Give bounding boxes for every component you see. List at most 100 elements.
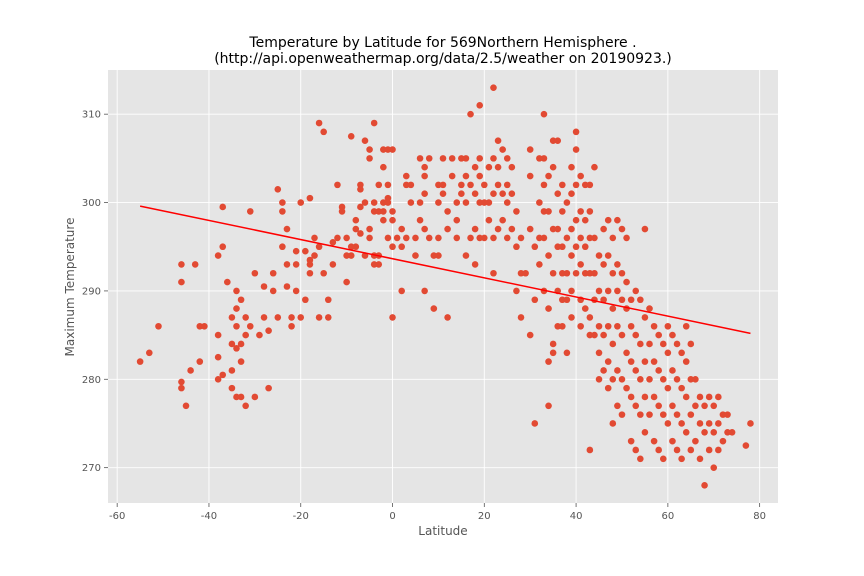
data-point <box>687 375 695 383</box>
data-point <box>692 375 699 383</box>
data-point <box>347 252 355 259</box>
data-point <box>136 358 144 365</box>
data-point <box>393 234 401 242</box>
data-point <box>742 442 750 449</box>
data-point <box>715 420 722 427</box>
data-point <box>600 331 607 339</box>
data-point <box>366 225 373 233</box>
data-point <box>343 234 350 242</box>
data-point <box>279 243 286 251</box>
data-point <box>279 199 286 206</box>
data-point <box>302 296 309 304</box>
data-point <box>568 190 575 198</box>
data-point <box>430 252 438 259</box>
data-point <box>260 283 268 290</box>
data-point <box>664 384 672 392</box>
data-point <box>297 314 305 321</box>
data-point <box>178 278 185 286</box>
data-point <box>444 225 451 233</box>
data-point <box>692 437 699 445</box>
data-point <box>237 393 245 401</box>
data-point <box>577 208 584 215</box>
data-point <box>306 194 314 202</box>
data-point <box>256 331 263 339</box>
data-point <box>196 358 204 365</box>
data-point <box>462 252 470 259</box>
data-point <box>522 269 529 277</box>
data-point <box>370 119 378 127</box>
data-point <box>627 437 635 445</box>
data-point <box>421 190 428 198</box>
data-point <box>710 402 718 410</box>
data-point <box>526 225 534 233</box>
data-point <box>572 128 580 136</box>
data-point <box>627 393 635 401</box>
data-point <box>614 367 621 374</box>
data-point <box>430 305 438 312</box>
data-point <box>320 269 327 277</box>
x-axis-label: Latitude <box>418 524 467 538</box>
data-point <box>292 287 300 295</box>
data-point <box>664 420 672 427</box>
data-point <box>650 437 658 445</box>
data-point <box>531 420 539 427</box>
data-point <box>219 371 227 379</box>
data-point <box>581 216 589 224</box>
data-point <box>609 375 617 383</box>
data-point <box>416 216 424 224</box>
data-point <box>421 172 428 180</box>
data-point <box>559 243 566 251</box>
data-point <box>315 119 323 127</box>
data-point <box>554 322 562 330</box>
data-point <box>499 146 506 153</box>
data-point <box>687 446 695 454</box>
data-point <box>545 252 552 259</box>
data-point <box>568 225 575 233</box>
data-point <box>476 172 484 180</box>
data-point <box>696 455 704 463</box>
data-point <box>453 234 461 242</box>
data-point <box>719 411 727 418</box>
data-point <box>347 132 355 140</box>
data-point <box>448 172 456 180</box>
data-point <box>347 243 355 251</box>
data-point <box>384 146 392 153</box>
data-point <box>444 314 451 321</box>
data-point <box>421 287 428 295</box>
data-point <box>517 314 525 321</box>
data-point <box>614 261 621 268</box>
data-point <box>490 190 497 198</box>
data-point <box>559 296 566 304</box>
data-point <box>471 261 479 268</box>
data-point <box>724 411 731 418</box>
data-point <box>646 305 653 312</box>
data-point <box>439 155 447 162</box>
data-point <box>637 411 644 418</box>
data-point <box>659 340 667 348</box>
data-point <box>490 84 497 91</box>
data-point <box>545 358 552 365</box>
data-point <box>375 208 383 215</box>
x-tick-label: 80 <box>753 511 766 522</box>
data-point <box>462 172 470 180</box>
data-point <box>503 155 511 162</box>
data-point <box>623 384 630 392</box>
data-point <box>618 225 626 233</box>
data-point <box>439 190 447 198</box>
data-point <box>637 375 644 383</box>
y-tick-label: 280 <box>82 375 101 386</box>
data-point <box>705 446 713 454</box>
data-point <box>609 340 617 348</box>
data-point <box>591 163 598 171</box>
data-point <box>641 358 649 365</box>
data-point <box>627 296 635 304</box>
data-point <box>242 314 249 321</box>
data-point <box>146 349 153 357</box>
data-point <box>490 269 497 277</box>
data-point <box>673 411 681 418</box>
data-point <box>201 322 208 330</box>
data-point <box>549 269 557 277</box>
data-point <box>398 225 405 233</box>
data-point <box>357 230 364 237</box>
data-point <box>682 429 690 436</box>
